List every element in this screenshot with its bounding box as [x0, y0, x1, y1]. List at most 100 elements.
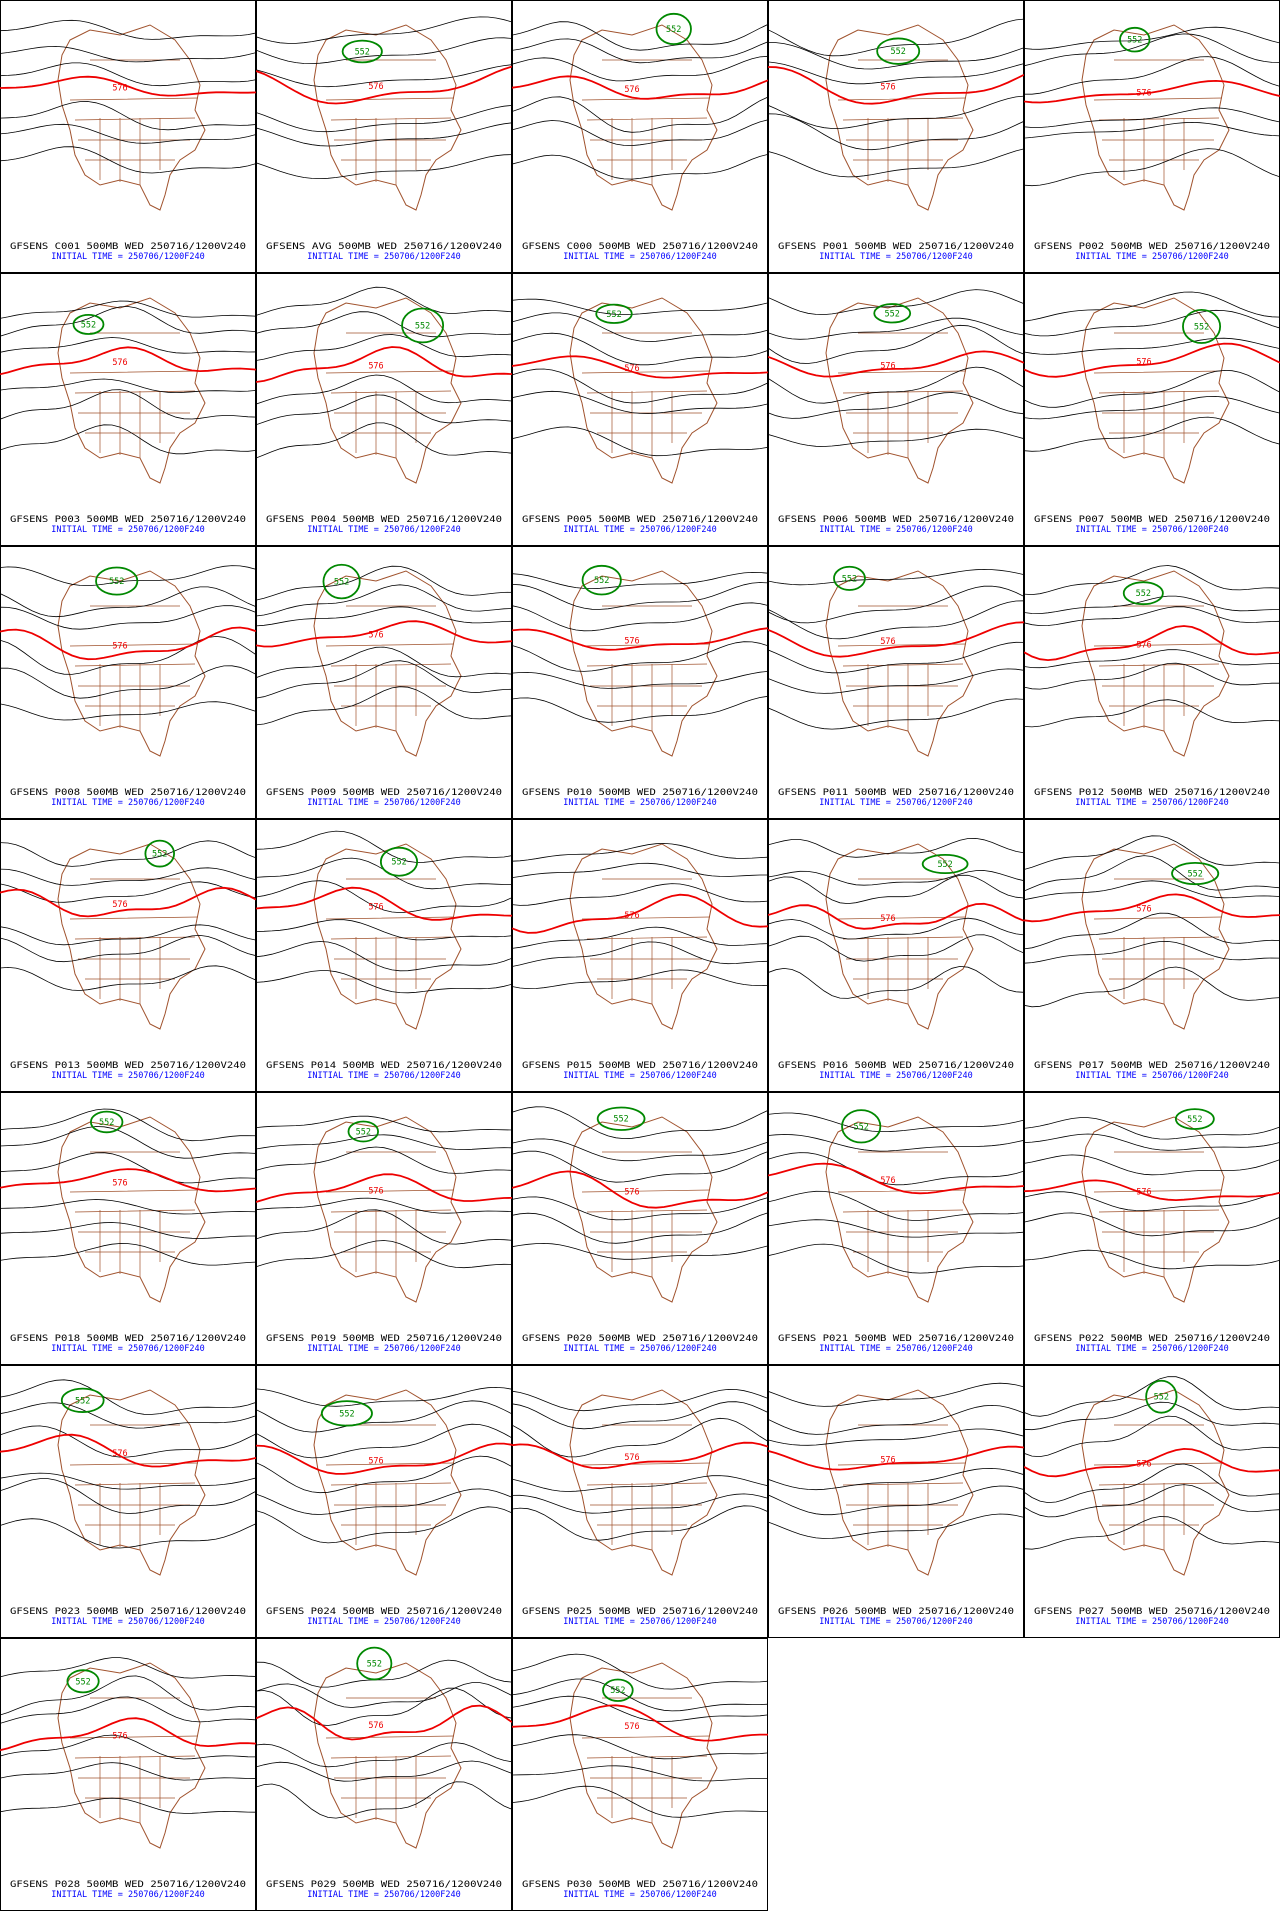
coastline [569, 297, 718, 484]
contour-label: 576 [112, 84, 127, 94]
contour-552 [921, 853, 969, 874]
panel-border [256, 1638, 512, 1911]
contour [512, 1695, 768, 1722]
contour-label: 576 [624, 85, 639, 95]
contour-552 [89, 1110, 124, 1134]
contour [0, 1126, 256, 1159]
panel-border [768, 1092, 1024, 1365]
init-time: INITIAL TIME = 250706/1200F240 [819, 1617, 973, 1627]
contour [256, 1781, 512, 1819]
contour-label: 552 [81, 320, 96, 330]
contour-576 [0, 626, 256, 661]
state-lines [581, 1424, 711, 1550]
contour-552 [1182, 308, 1222, 344]
init-time: INITIAL TIME = 250706/1200F240 [563, 1344, 717, 1354]
coastline [1081, 843, 1230, 1030]
contour [512, 862, 768, 878]
panel-title: GFSENS P022 500MB WED 250716/1200V240 [1034, 1334, 1270, 1344]
contour-576 [512, 355, 768, 379]
contour [1024, 1212, 1280, 1237]
contour [0, 1762, 256, 1781]
contour [256, 1488, 512, 1515]
contour-label: 552 [666, 25, 681, 35]
contour [512, 1401, 768, 1430]
contour [512, 1505, 768, 1541]
contour-label: 576 [368, 82, 383, 92]
contour-576 [1024, 625, 1280, 662]
contour [0, 424, 256, 455]
map-panel: 576 552 GFSENS P001 500MB WED 250716/1200V… [768, 0, 1024, 273]
contour [768, 113, 1024, 151]
map-panel: 576 GFSENS C001 500MB WED 250716/1200V240… [0, 0, 256, 273]
contour-576 [0, 1717, 256, 1752]
contour-label: 576 [1136, 88, 1151, 98]
panel-border [512, 546, 768, 819]
panel-border [256, 0, 512, 273]
contour [0, 300, 256, 319]
contour-label: 552 [99, 1118, 114, 1128]
init-time: INITIAL TIME = 250706/1200F240 [51, 1071, 205, 1081]
contour-label: 576 [880, 1176, 895, 1186]
contour-552 [95, 566, 139, 596]
contour [1024, 1401, 1280, 1431]
state-lines [581, 878, 711, 1004]
panel-title: GFSENS P016 500MB WED 250716/1200V240 [778, 1061, 1014, 1071]
contour-552 [322, 563, 361, 600]
contour [768, 324, 1024, 364]
contour [768, 837, 1024, 858]
init-time: INITIAL TIME = 250706/1200F240 [307, 1617, 461, 1627]
contour-label: 552 [75, 1396, 90, 1406]
contour-label: 576 [112, 1449, 127, 1459]
map-panel: 576 552 GFSENS P028 500MB WED 250716/1200V… [0, 1638, 256, 1911]
init-time: INITIAL TIME = 250706/1200F240 [51, 252, 205, 262]
contour [256, 1146, 512, 1174]
coastline [57, 297, 206, 484]
panel-border [512, 819, 768, 1092]
contour-552 [876, 37, 921, 65]
panel-border [512, 1092, 768, 1365]
contour [512, 154, 768, 180]
coastline [825, 1389, 974, 1576]
contour-552 [144, 839, 175, 868]
contour-label: 576 [368, 1187, 383, 1197]
contour [768, 1112, 1024, 1132]
contour [768, 317, 1024, 340]
state-lines [1093, 878, 1223, 1004]
contour-label: 552 [891, 47, 906, 57]
map-panel: 576 552 GFSENS P002 500MB WED 250716/1200V… [1024, 0, 1280, 273]
panel-title: GFSENS P029 500MB WED 250716/1200V240 [266, 1880, 502, 1890]
map-panel: 576 552 GFSENS P027 500MB WED 250716/1200V… [1024, 1365, 1280, 1638]
contour [512, 1106, 768, 1140]
contour [256, 686, 512, 726]
panel-title: GFSENS P005 500MB WED 250716/1200V240 [522, 515, 758, 525]
contour [768, 428, 1024, 447]
coastline [569, 843, 718, 1030]
state-lines [69, 1151, 199, 1277]
contour [0, 1402, 256, 1429]
contour [768, 600, 1024, 640]
contour [0, 146, 256, 174]
contour [512, 1653, 768, 1690]
contour [1024, 699, 1280, 728]
contour [768, 366, 1024, 404]
contour [512, 969, 768, 990]
panel-border [0, 1638, 256, 1911]
contour [512, 1212, 768, 1244]
contour-label: 576 [624, 1453, 639, 1463]
panel-border [768, 1365, 1024, 1638]
contour [1024, 1249, 1280, 1270]
contour-label: 552 [1187, 870, 1202, 880]
coastline [57, 1116, 206, 1303]
contour [512, 332, 768, 366]
map-panel: 576 GFSENS P026 500MB WED 250716/1200V240… [768, 1365, 1024, 1638]
contour [768, 1382, 1024, 1407]
contour [512, 926, 768, 949]
contour [0, 924, 256, 946]
map-panel: 576 552 GFSENS P029 500MB WED 250716/1200V… [256, 1638, 512, 1911]
contour-label: 576 [624, 1188, 639, 1198]
contour-552 [833, 565, 866, 591]
contour [1024, 121, 1280, 139]
coastline [313, 843, 462, 1030]
contour [512, 1765, 768, 1782]
map-panel: 576 552 GFSENS P008 500MB WED 250716/1200V… [0, 546, 256, 819]
